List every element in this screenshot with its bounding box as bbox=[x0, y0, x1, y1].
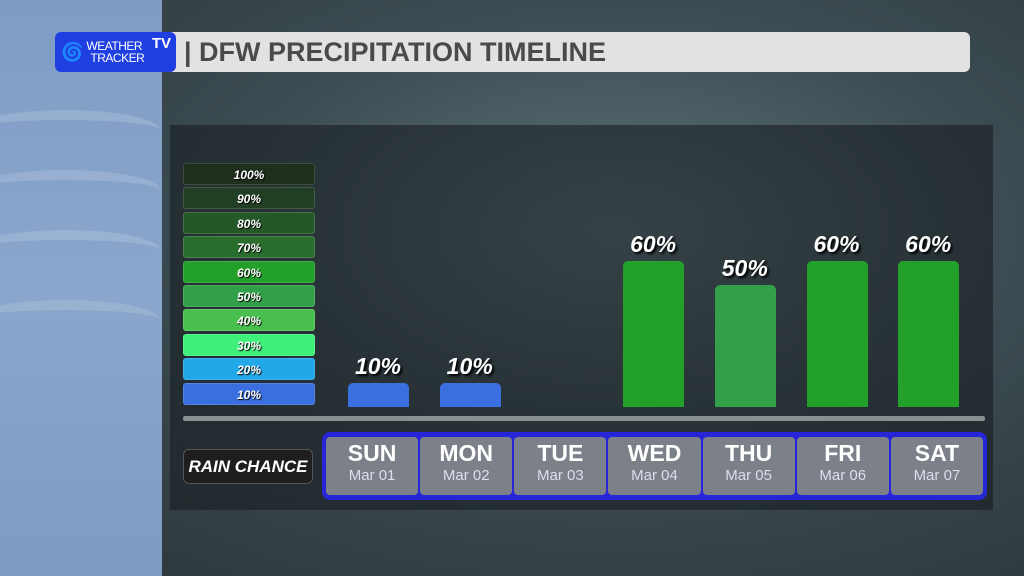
tornado-icon: 🌀 bbox=[61, 41, 84, 62]
day-date: Mar 07 bbox=[913, 467, 961, 484]
bar-value-label: 60% bbox=[813, 230, 860, 257]
day-cell-sat: SAT Mar 07 bbox=[890, 437, 983, 495]
day-name: MON bbox=[439, 440, 494, 466]
day-name: FRI bbox=[824, 440, 862, 466]
day-name: TUE bbox=[537, 440, 584, 466]
legend-item: 100% bbox=[183, 163, 315, 185]
logo-tv: TV bbox=[151, 35, 171, 52]
swirl-decor bbox=[0, 300, 160, 340]
legend-item: 30% bbox=[183, 333, 315, 356]
legend-item: 70% bbox=[183, 236, 315, 259]
day-date: Mar 02 bbox=[442, 467, 490, 484]
legend-item: 20% bbox=[183, 358, 315, 381]
weather-tracker-logo: 🌀 WEATHER TRACKER TV bbox=[55, 32, 176, 72]
legend-item: 50% bbox=[183, 284, 315, 307]
day-name: SAT bbox=[914, 440, 960, 466]
page-title: | DFW PRECIPITATION TIMELINE bbox=[170, 32, 970, 72]
day-date: Mar 05 bbox=[725, 467, 772, 484]
logo-text: WEATHER bbox=[86, 39, 143, 53]
legend-item: 60% bbox=[183, 260, 315, 283]
bar-sat bbox=[898, 260, 960, 407]
day-date: Mar 01 bbox=[348, 467, 396, 484]
bar-value-label: 60% bbox=[630, 230, 677, 257]
bar-mon bbox=[439, 382, 501, 407]
bar-value-label: 50% bbox=[721, 255, 768, 281]
day-date: Mar 04 bbox=[631, 467, 678, 484]
day-cell-mon: MON Mar 02 bbox=[420, 437, 513, 495]
swirl-decor bbox=[0, 170, 160, 210]
day-cell-wed: WED Mar 04 bbox=[608, 437, 701, 495]
bar-wed bbox=[623, 260, 685, 407]
day-date: Mar 06 bbox=[819, 467, 867, 484]
day-name: THU bbox=[724, 440, 773, 466]
bar-thu bbox=[714, 285, 776, 407]
bar-sun bbox=[348, 382, 409, 407]
day-cell-fri: FRI Mar 06 bbox=[796, 437, 889, 495]
bar-value-label: 10% bbox=[446, 352, 493, 379]
day-cell-tue: TUE Mar 03 bbox=[514, 437, 607, 495]
swirl-decor bbox=[0, 110, 160, 150]
legend-item: 80% bbox=[183, 211, 315, 234]
day-strip: SUN Mar 01 MON Mar 02 TUE Mar 03 WED Mar 04 THU M… bbox=[322, 432, 987, 500]
chart-baseline bbox=[183, 416, 985, 421]
legend-item: 90% bbox=[183, 187, 315, 210]
bar-value-label: 10% bbox=[354, 352, 402, 379]
rain-chance-label: RAIN CHANCE bbox=[183, 449, 313, 484]
legend-item: 10% bbox=[183, 382, 315, 405]
day-cell-sun: SUN Mar 01 bbox=[326, 437, 419, 495]
day-date: Mar 03 bbox=[537, 467, 584, 484]
day-cell-thu: THU Mar 05 bbox=[702, 437, 795, 495]
swirl-decor bbox=[0, 230, 160, 270]
day-name: WED bbox=[627, 440, 682, 466]
legend-item: 40% bbox=[183, 309, 315, 332]
bar-value-label: 60% bbox=[905, 230, 952, 257]
left-decor-panel bbox=[0, 0, 162, 576]
color-legend: 100% 90% 80% 70% 60% 50% 40% 30% 20% 10% bbox=[183, 163, 315, 407]
logo-text: TRACKER bbox=[90, 51, 145, 65]
day-name: SUN bbox=[347, 440, 397, 466]
bar-fri bbox=[806, 260, 868, 407]
